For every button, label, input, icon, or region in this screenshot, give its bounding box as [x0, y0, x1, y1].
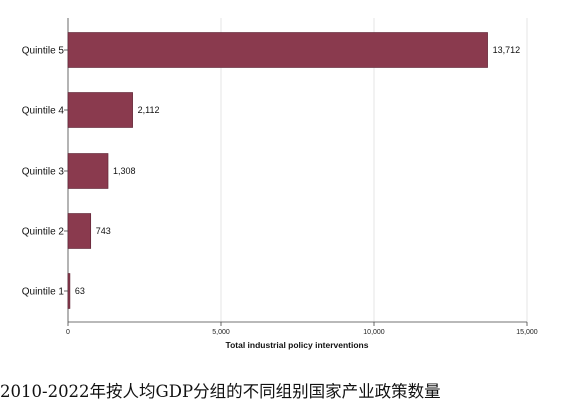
- category-label: Quintile 5: [22, 46, 65, 57]
- x-tick-label: 0: [66, 329, 70, 336]
- value-label: 1,308: [113, 166, 136, 176]
- bar: [67, 213, 92, 249]
- category-label: Quintile 2: [22, 227, 65, 238]
- x-tick-label: 15,000: [516, 329, 538, 336]
- bar: [67, 273, 71, 309]
- value-label: 13,712: [493, 45, 521, 55]
- bar-chart: 0 5,000 10,000 15,000 Quintile 1 63Quintile …: [22, 18, 538, 350]
- x-tick-label: 10,000: [363, 329, 385, 336]
- grid-lines: [220, 18, 528, 322]
- value-label: 63: [75, 286, 85, 296]
- x-axis-title: Total industrial policy interventions: [226, 340, 369, 350]
- bars: [67, 32, 488, 309]
- value-label: 743: [96, 226, 111, 236]
- x-tick-label: 5,000: [212, 329, 230, 336]
- bar: [67, 32, 488, 68]
- labels: Quintile 1 63 Quintile 2 743 Quintile 3 1,308…: [22, 45, 520, 298]
- figure-caption: 2010-2022年按人均GDP分组的不同组别国家产业政策数量: [0, 382, 441, 401]
- category-label: Quintile 1: [22, 287, 65, 298]
- category-label: Quintile 4: [22, 106, 65, 117]
- bar: [67, 92, 133, 128]
- value-label: 2,112: [138, 105, 160, 115]
- category-label: Quintile 3: [22, 167, 65, 178]
- bar: [67, 153, 109, 189]
